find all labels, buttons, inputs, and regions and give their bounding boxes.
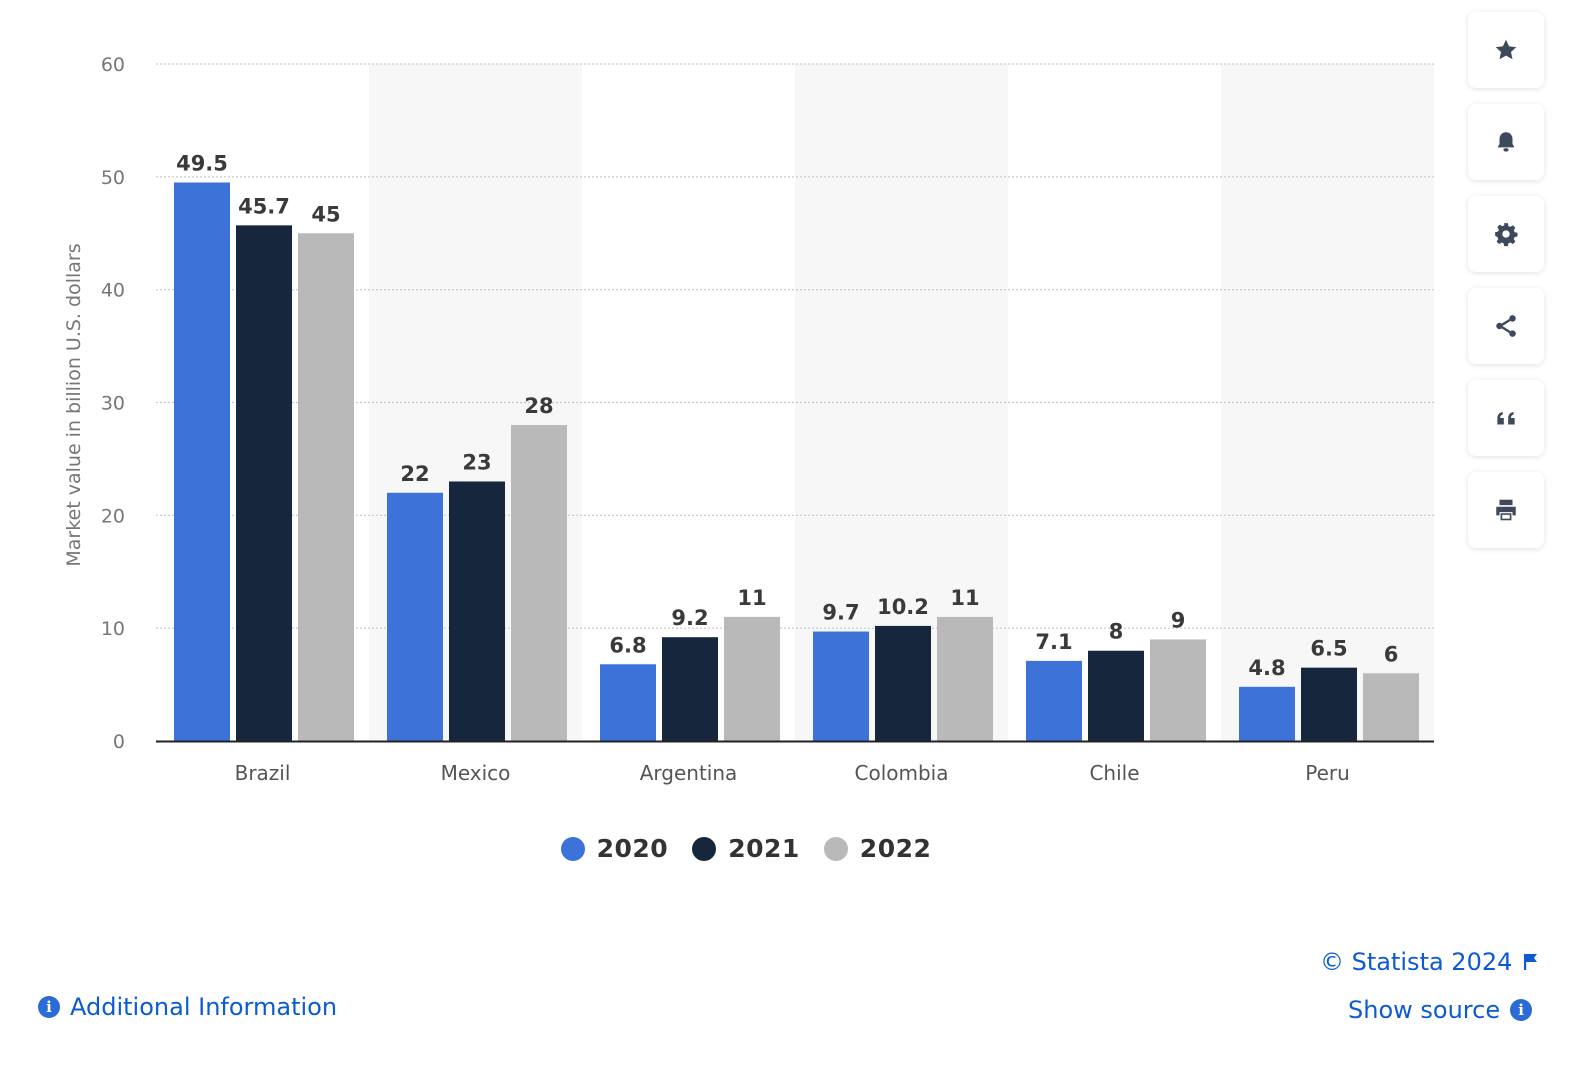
x-tick-label: Brazil [235,761,291,785]
data-label: 8 [1109,620,1124,644]
additional-information-link[interactable]: i Additional Information [38,993,337,1021]
data-label: 22 [400,462,429,486]
print-button[interactable] [1468,472,1544,548]
data-label: 4.8 [1248,656,1285,680]
x-tick-label: Chile [1089,761,1139,785]
bar-2021-argentina[interactable] [662,637,718,741]
bar-2021-chile[interactable] [1088,650,1144,741]
bar-2022-brazil[interactable] [298,233,354,741]
data-label: 10.2 [877,595,929,619]
x-tick-label: Argentina [640,761,738,785]
bar-2021-brazil[interactable] [236,225,292,741]
bar-2022-mexico[interactable] [511,425,567,741]
x-tick-label: Peru [1305,761,1350,785]
legend-item-2021[interactable]: 2021 [692,834,800,863]
info-icon: i [38,996,60,1018]
data-label: 6 [1384,642,1399,666]
y-axis-label: Market value in billion U.S. dollars [63,243,85,566]
quote-icon [1497,412,1515,425]
star-icon [1495,39,1517,60]
x-tick-label: Colombia [855,761,949,785]
data-labels: 49.5 22 6.8 9.7 7.1 4.8 45.7 23 9.2 10.2 8 6.5 45 28 1… [176,151,1398,679]
bar-2022-argentina[interactable] [724,616,780,741]
info-icon: i [1510,999,1533,1021]
data-label: 45 [311,202,340,226]
bar-2020-colombia[interactable] [813,631,869,741]
y-axis-ticks: 0 10 20 30 40 50 60 [101,54,125,753]
bar-chart: 0 10 20 30 40 50 60 49.5 22 6.8 9.7 7.1 4.8 45.7 23 9.… [101,54,1434,785]
data-label: 28 [524,394,553,418]
legend: 2020 2021 2022 [0,834,1492,863]
gridlines [156,63,1434,629]
bar-2020-mexico[interactable] [387,492,443,741]
gear-icon [1495,223,1518,247]
bars [174,182,1419,742]
bar-2020-peru[interactable] [1239,686,1295,741]
x-axis-ticks: Brazil Mexico Argentina Colombia Chile Peru [235,761,1350,785]
favorite-button[interactable] [1468,12,1544,88]
bar-2022-peru[interactable] [1363,673,1419,741]
y-tick-label: 10 [101,618,125,640]
print-icon [1496,499,1516,521]
legend-item-2022[interactable]: 2022 [823,834,932,863]
share-icon [1496,315,1516,337]
legend-label-2022: 2022 [859,834,932,863]
data-label: 9.7 [822,601,859,625]
bar-2021-mexico[interactable] [449,481,505,741]
legend-swatch-2022 [823,836,848,861]
legend-swatch-2020 [560,836,585,861]
notification-button[interactable] [1468,104,1544,180]
data-label: 9.2 [671,606,708,630]
show-source-link[interactable]: Show source i [1348,996,1533,1024]
flag-icon [1524,954,1538,970]
data-label: 11 [737,586,766,610]
y-tick-label: 50 [101,167,125,189]
bar-2022-colombia[interactable] [937,616,993,741]
data-label: 9 [1171,608,1186,632]
legend-swatch-2021 [692,836,717,861]
legend-item-2020[interactable]: 2020 [560,834,669,863]
settings-button[interactable] [1468,196,1544,272]
chart-tools-sidebar [1468,12,1544,548]
x-tick-label: Mexico [441,761,511,785]
bar-2021-peru[interactable] [1301,667,1357,741]
additional-information-text: Additional Information [70,993,338,1021]
y-axis-label-wrap: Market value in billion U.S. dollars [22,240,122,570]
data-label: 45.7 [238,194,290,218]
y-tick-label: 0 [113,731,125,753]
copyright-text: © Statista 2024 [1320,948,1513,976]
y-tick-label: 30 [101,393,125,415]
copyright-link[interactable]: © Statista 2024 [1320,948,1540,976]
data-label: 7.1 [1035,630,1072,654]
data-label: 6.8 [609,633,646,657]
bar-2020-argentina[interactable] [600,664,656,741]
bar-2021-colombia[interactable] [875,625,931,741]
legend-label-2020: 2020 [596,834,669,863]
bar-2020-brazil[interactable] [174,182,230,742]
bell-icon [1497,132,1515,152]
bar-2020-chile[interactable] [1026,660,1082,741]
data-label: 23 [462,450,491,474]
bar-2022-chile[interactable] [1150,639,1206,741]
data-label: 6.5 [1310,637,1347,661]
share-button[interactable] [1468,288,1544,364]
y-tick-label: 20 [101,505,125,527]
data-label: 49.5 [176,151,228,175]
legend-label-2021: 2021 [728,834,800,863]
data-label: 11 [950,586,979,610]
show-source-text: Show source [1348,996,1501,1024]
cite-button[interactable] [1468,380,1544,456]
y-tick-label: 40 [101,280,125,302]
y-tick-label: 60 [101,54,125,76]
